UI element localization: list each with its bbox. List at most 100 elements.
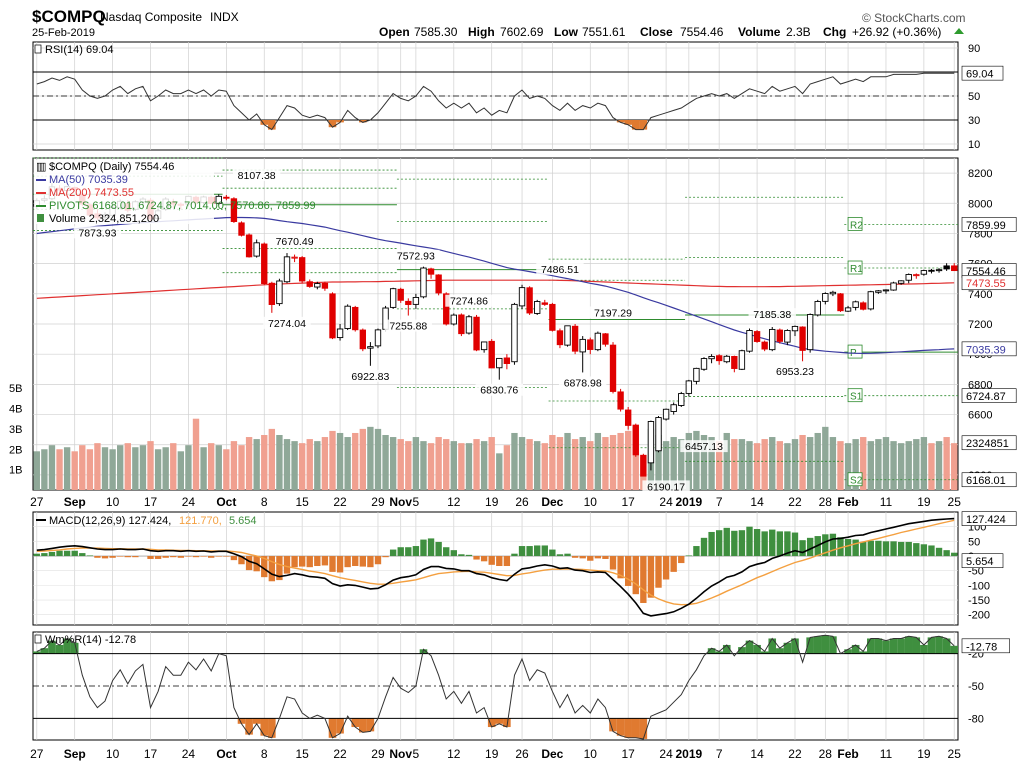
volume-bar — [223, 449, 230, 490]
ma200-value: 7473.55 — [966, 278, 1006, 290]
candle-body — [420, 267, 427, 298]
candle-body — [867, 291, 874, 310]
candle-body — [458, 314, 465, 335]
x-tick-label: Sep — [64, 495, 86, 509]
x-tick-label: 7 — [716, 747, 723, 761]
macd-histogram-bar — [420, 539, 427, 557]
volume-bar — [109, 449, 116, 490]
macd-histogram-bar — [791, 532, 799, 557]
price-legend-title: $COMPQ (Daily) 7554.46 — [49, 161, 174, 173]
candle-body — [769, 328, 776, 351]
candle-body — [405, 300, 412, 305]
volume-bar — [844, 443, 852, 490]
macd-legend: MACD(12,26,9) 127.424, — [49, 515, 171, 527]
price-annotation: 6457.13 — [685, 441, 723, 453]
macd-histogram-bar — [943, 550, 950, 557]
wr-overbought-fill — [829, 636, 837, 654]
pivot-tag-s2: S2 — [850, 476, 863, 487]
rsi-legend-icon — [34, 44, 42, 54]
macd-histogram-bar — [132, 556, 139, 558]
volume-bar — [117, 445, 124, 490]
candle-body — [662, 408, 670, 420]
price-annotation: 7572.93 — [397, 251, 435, 263]
volume-bar — [306, 439, 313, 490]
volume-bar — [511, 432, 518, 490]
macd-histogram-bar — [799, 540, 806, 557]
x-tick-label: 17 — [622, 747, 636, 761]
volume-bar — [344, 437, 351, 490]
s2-value: 6168.01 — [966, 475, 1006, 487]
volume-bar — [882, 437, 890, 490]
volume-bar — [951, 443, 958, 490]
wr-overbought-fill — [867, 638, 875, 654]
volume-bar — [132, 447, 139, 490]
candle-body — [541, 302, 548, 305]
pivot-tag-r2: R2 — [850, 220, 863, 231]
candle-body — [245, 234, 253, 258]
volume-bar — [700, 435, 708, 490]
volume-bar — [784, 443, 791, 490]
candle-body — [473, 316, 480, 351]
x-tick-label: 22 — [333, 495, 347, 509]
wr-overbought-fill — [753, 644, 761, 654]
rsi-oversold-fill — [268, 120, 276, 130]
wr-overbought-fill — [33, 651, 41, 654]
volume-bar — [450, 441, 457, 490]
candle-body — [753, 331, 761, 342]
x-tick-label: Nov — [389, 747, 412, 761]
macd-histogram-bar — [632, 556, 639, 595]
candle-body — [829, 291, 837, 295]
macd-histogram-bar — [238, 556, 245, 565]
wr-last-value: -12.78 — [966, 641, 997, 653]
volume-bar — [200, 447, 207, 490]
wr-oversold-fill — [252, 718, 261, 724]
macd-histogram-bar — [541, 545, 548, 557]
macd-histogram-bar — [647, 556, 655, 598]
macd-histogram-bar — [556, 554, 564, 557]
macd-histogram-bar — [951, 552, 958, 557]
annotation-bg — [384, 319, 433, 332]
volume-value: 2.3B — [786, 25, 811, 39]
candle-body — [723, 355, 730, 363]
rsi-last-value: 69.04 — [966, 69, 994, 81]
macd-histogram-bar — [761, 531, 768, 557]
volume-bar — [427, 443, 435, 490]
macd-histogram-bar — [685, 555, 693, 557]
candle-body — [283, 256, 291, 283]
macd-histogram-bar — [655, 556, 662, 588]
candle-body — [261, 243, 268, 285]
x-tick-label: 10 — [106, 495, 120, 509]
volume-bar — [617, 432, 624, 490]
x-axis-labels-bottom: 27 Sep 10 17 24 Oct 8 15 22 29 Nov 5 12 19 26 Dec 10 17 24… — [30, 747, 961, 761]
volume-bar — [746, 441, 753, 490]
rsi-oversold-fill — [359, 120, 367, 123]
annotation-bg — [642, 480, 690, 493]
macd-histogram-bar — [617, 556, 624, 579]
candle-body — [935, 269, 943, 272]
volume-bar — [806, 437, 814, 490]
candle-body — [215, 195, 222, 204]
rsi-oversold-fill — [328, 120, 337, 128]
price-annotation: 7197.29 — [594, 307, 632, 319]
wr-overbought-fill — [707, 648, 716, 654]
candle-body — [534, 301, 541, 314]
macd-histogram-bar — [488, 556, 495, 565]
candle-body — [700, 358, 708, 370]
macd-histogram-bar — [298, 556, 306, 567]
macd-histogram-bar — [352, 556, 359, 567]
candle-body — [336, 328, 344, 339]
macd-histogram-bar — [185, 556, 192, 557]
candle-body — [594, 332, 602, 351]
wr-overbought-fill — [942, 638, 951, 654]
macd-histogram-bar — [170, 556, 177, 558]
price-annotation: 7255.88 — [389, 321, 427, 333]
wr-oversold-fill — [237, 718, 246, 724]
price-annotation: 6830.76 — [480, 385, 518, 397]
macd-histogram-bar — [518, 546, 526, 557]
volume-bar — [488, 437, 495, 490]
macd-histogram-bar — [359, 556, 366, 567]
rsi-tick-label: 50 — [968, 91, 980, 103]
volume-bar — [412, 437, 420, 490]
macd-histogram-bar — [920, 544, 928, 557]
